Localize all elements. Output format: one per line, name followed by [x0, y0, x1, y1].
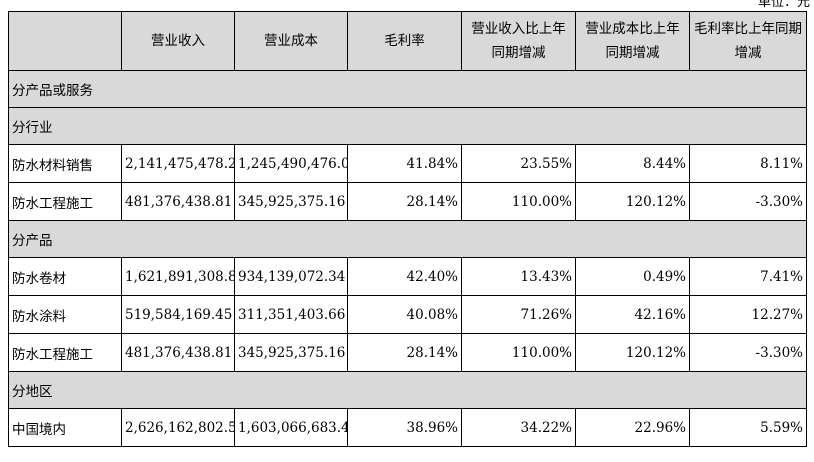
section-row: 分产品: [8, 220, 807, 258]
row-label: 防水材料销售: [8, 144, 122, 183]
cell-cost-yoy: 22.96%: [575, 408, 690, 447]
table-row: 防水材料销售 2,141,475,478.26 1,245,490,476.00 41…: [8, 144, 807, 183]
cell-gross-margin: 28.14%: [347, 333, 462, 372]
cell-gross-margin: 41.84%: [347, 144, 462, 183]
header-row: 营业收入 营业成本 毛利率 营业收入比上年同期增减 营业成本比上年同期增减 毛利…: [8, 11, 807, 71]
section-label: 分地区: [8, 371, 807, 409]
cell-revenue-yoy: 13.43%: [461, 257, 576, 296]
table-row: 防水涂料 519,584,169.45 311,351,403.66 40.08% 71…: [8, 295, 807, 334]
row-label: 中国境内: [8, 408, 122, 447]
cell-margin-yoy: 8.11%: [689, 144, 807, 183]
unit-label: 单位：元: [757, 0, 810, 10]
cell-cost: 345,925,375.16: [234, 333, 348, 372]
cell-revenue-yoy: 110.00%: [461, 333, 576, 372]
section-row: 分行业: [8, 107, 807, 145]
cell-cost: 345,925,375.16: [234, 182, 348, 221]
cell-revenue: 2,626,162,802.50: [121, 408, 235, 447]
row-label: 防水卷材: [8, 257, 122, 296]
header-revenue: 营业收入: [121, 11, 235, 71]
cell-margin-yoy: -3.30%: [689, 182, 807, 221]
header-cost: 营业成本: [234, 11, 348, 71]
table-row: 防水卷材 1,621,891,308.81 934,139,072.34 42.40%…: [8, 257, 807, 296]
section-label: 分产品或服务: [8, 70, 807, 108]
cell-gross-margin: 28.14%: [347, 182, 462, 221]
table-body: 分产品或服务 分行业 防水材料销售 2,141,475,478.26 1,245,490…: [8, 70, 807, 447]
cell-cost-yoy: 8.44%: [575, 144, 690, 183]
cell-gross-margin: 42.40%: [347, 257, 462, 296]
header-revenue-yoy: 营业收入比上年同期增减: [461, 11, 576, 71]
cell-cost: 1,603,066,683.43: [234, 408, 348, 447]
cell-cost: 1,245,490,476.00: [234, 144, 348, 183]
section-label: 分产品: [8, 220, 807, 258]
table-row: 防水工程施工 481,376,438.81 345,925,375.16 28.14%…: [8, 333, 807, 372]
header-corner-cell: [8, 11, 122, 71]
row-label: 防水涂料: [8, 295, 122, 334]
cell-cost: 311,351,403.66: [234, 295, 348, 334]
cell-margin-yoy: 7.41%: [689, 257, 807, 296]
cell-gross-margin: 40.08%: [347, 295, 462, 334]
cell-cost-yoy: 120.12%: [575, 333, 690, 372]
row-label: 防水工程施工: [8, 182, 122, 221]
revenue-breakdown-table: 营业收入 营业成本 毛利率 营业收入比上年同期增减 营业成本比上年同期增减 毛利…: [8, 11, 807, 447]
cell-cost-yoy: 42.16%: [575, 295, 690, 334]
header-margin-yoy: 毛利率比上年同期增减: [689, 11, 807, 71]
cell-gross-margin: 38.96%: [347, 408, 462, 447]
cell-revenue: 481,376,438.81: [121, 182, 235, 221]
cell-cost: 934,139,072.34: [234, 257, 348, 296]
section-row: 分产品或服务: [8, 70, 807, 108]
cell-revenue: 2,141,475,478.26: [121, 144, 235, 183]
cell-revenue-yoy: 110.00%: [461, 182, 576, 221]
header-cost-yoy: 营业成本比上年同期增减: [575, 11, 690, 71]
cell-revenue-yoy: 34.22%: [461, 408, 576, 447]
cell-margin-yoy: 12.27%: [689, 295, 807, 334]
cell-revenue: 519,584,169.45: [121, 295, 235, 334]
cell-revenue-yoy: 71.26%: [461, 295, 576, 334]
cell-revenue: 1,621,891,308.81: [121, 257, 235, 296]
cell-cost-yoy: 120.12%: [575, 182, 690, 221]
cell-margin-yoy: 5.59%: [689, 408, 807, 447]
cell-revenue-yoy: 23.55%: [461, 144, 576, 183]
table-row: 防水工程施工 481,376,438.81 345,925,375.16 28.14%…: [8, 182, 807, 221]
cell-margin-yoy: -3.30%: [689, 333, 807, 372]
section-row: 分地区: [8, 371, 807, 409]
cell-revenue: 481,376,438.81: [121, 333, 235, 372]
header-gross-margin: 毛利率: [347, 11, 462, 71]
table-row: 中国境内 2,626,162,802.50 1,603,066,683.43 38.9…: [8, 408, 807, 447]
cell-cost-yoy: 0.49%: [575, 257, 690, 296]
section-label: 分行业: [8, 107, 807, 145]
row-label: 防水工程施工: [8, 333, 122, 372]
